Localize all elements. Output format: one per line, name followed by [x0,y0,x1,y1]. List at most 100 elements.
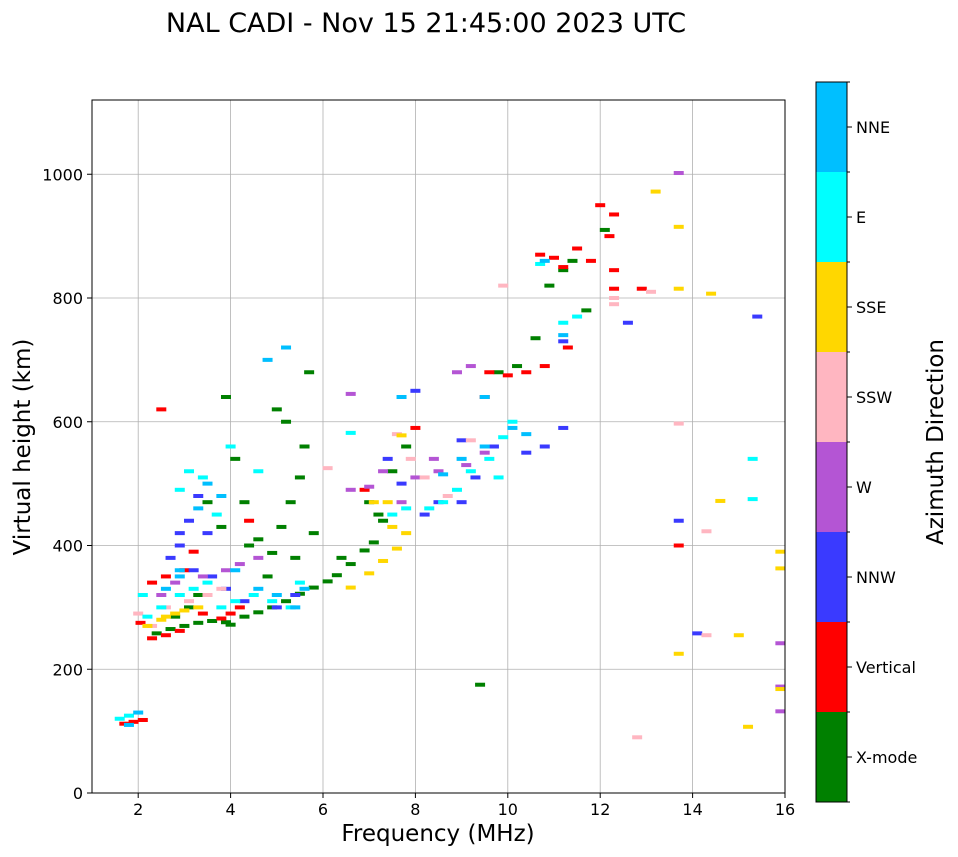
data-point [165,627,176,632]
data-point [294,475,305,480]
data-point [184,599,195,604]
data-point [401,531,412,536]
data-point [549,255,559,260]
colorbar-tick-label: SSE [856,298,886,317]
data-point [456,456,467,461]
data-point [220,620,231,625]
plot-background [92,100,785,793]
data-point [359,548,370,553]
data-point [225,444,236,449]
data-point [539,364,550,369]
data-point [281,419,292,424]
data-point [225,622,236,627]
data-point [368,540,379,545]
data-point [193,506,204,511]
colorbar-segment [816,622,847,712]
data-point [147,580,158,585]
data-point [558,320,569,325]
data-point [262,357,273,362]
data-point [378,558,389,563]
colorbar-segment [816,172,847,262]
data-point [184,469,195,474]
data-point [622,320,633,325]
data-point [419,512,430,517]
data-point [465,469,476,474]
data-point [382,500,393,505]
data-point [299,444,310,449]
data-point [147,636,158,641]
data-point [572,246,583,251]
data-point [137,717,148,722]
data-point [193,605,204,610]
y-tick-label: 1000 [42,165,83,184]
data-point [290,605,301,610]
data-point [234,562,245,567]
data-point [267,599,278,604]
data-point [475,682,486,687]
data-point [336,555,347,560]
x-tick-label: 12 [590,800,610,819]
data-point [405,456,416,461]
data-point [743,724,754,729]
data-point [775,566,786,571]
data-point [775,709,786,714]
colorbar-frame [815,81,848,803]
data-point [211,512,222,517]
data-point [378,518,389,523]
data-point [193,494,204,498]
data-point [248,593,259,597]
colorbar-tick-label: E [856,208,866,227]
data-point [188,549,199,554]
data-point [345,391,356,396]
data-point [401,506,412,511]
data-point [123,722,134,727]
data-point [609,286,620,291]
data-point [253,469,264,474]
data-point [479,444,490,449]
data-point [479,395,490,399]
data-point [521,450,532,455]
colorbar-tick-label: X-mode [856,748,917,767]
data-point [299,586,310,591]
data-point [507,425,518,430]
colorbar-tick-label: Vertical [856,658,916,677]
data-point [456,438,467,443]
colorbar-tick-label: NNW [856,568,896,587]
data-point [364,484,375,489]
data-point [609,268,620,273]
data-point [484,370,495,375]
colorbar-segment [816,712,847,802]
data-point [530,336,541,341]
data-point [290,555,301,560]
data-point [673,543,684,548]
x-ticks: 2 4 6 8 10 12 14 16 [133,793,795,819]
data-point [281,599,292,604]
data-point [188,568,199,573]
colorbar-segment [816,352,847,442]
data-point [595,203,606,208]
y-tick-label: 200 [52,660,83,679]
data-point [128,719,139,724]
data-point [410,475,421,480]
series-e [114,261,758,721]
data-point [558,339,569,344]
data-point [701,633,712,638]
data-point [775,549,786,554]
data-point [197,574,208,579]
data-point [345,562,356,567]
data-point [290,593,301,597]
data-point [562,345,573,350]
data-point [650,189,661,194]
data-point [294,580,305,585]
data-point [156,605,167,610]
y-tick-label: 400 [52,537,83,556]
data-point [156,593,167,597]
data-point [114,716,125,721]
data-point [752,314,763,319]
data-point [378,469,389,474]
y-ticks: 0 200 400 600 800 1000 [42,165,92,803]
x-tick-label: 8 [410,800,420,819]
data-point [193,620,204,625]
data-point [281,345,292,350]
